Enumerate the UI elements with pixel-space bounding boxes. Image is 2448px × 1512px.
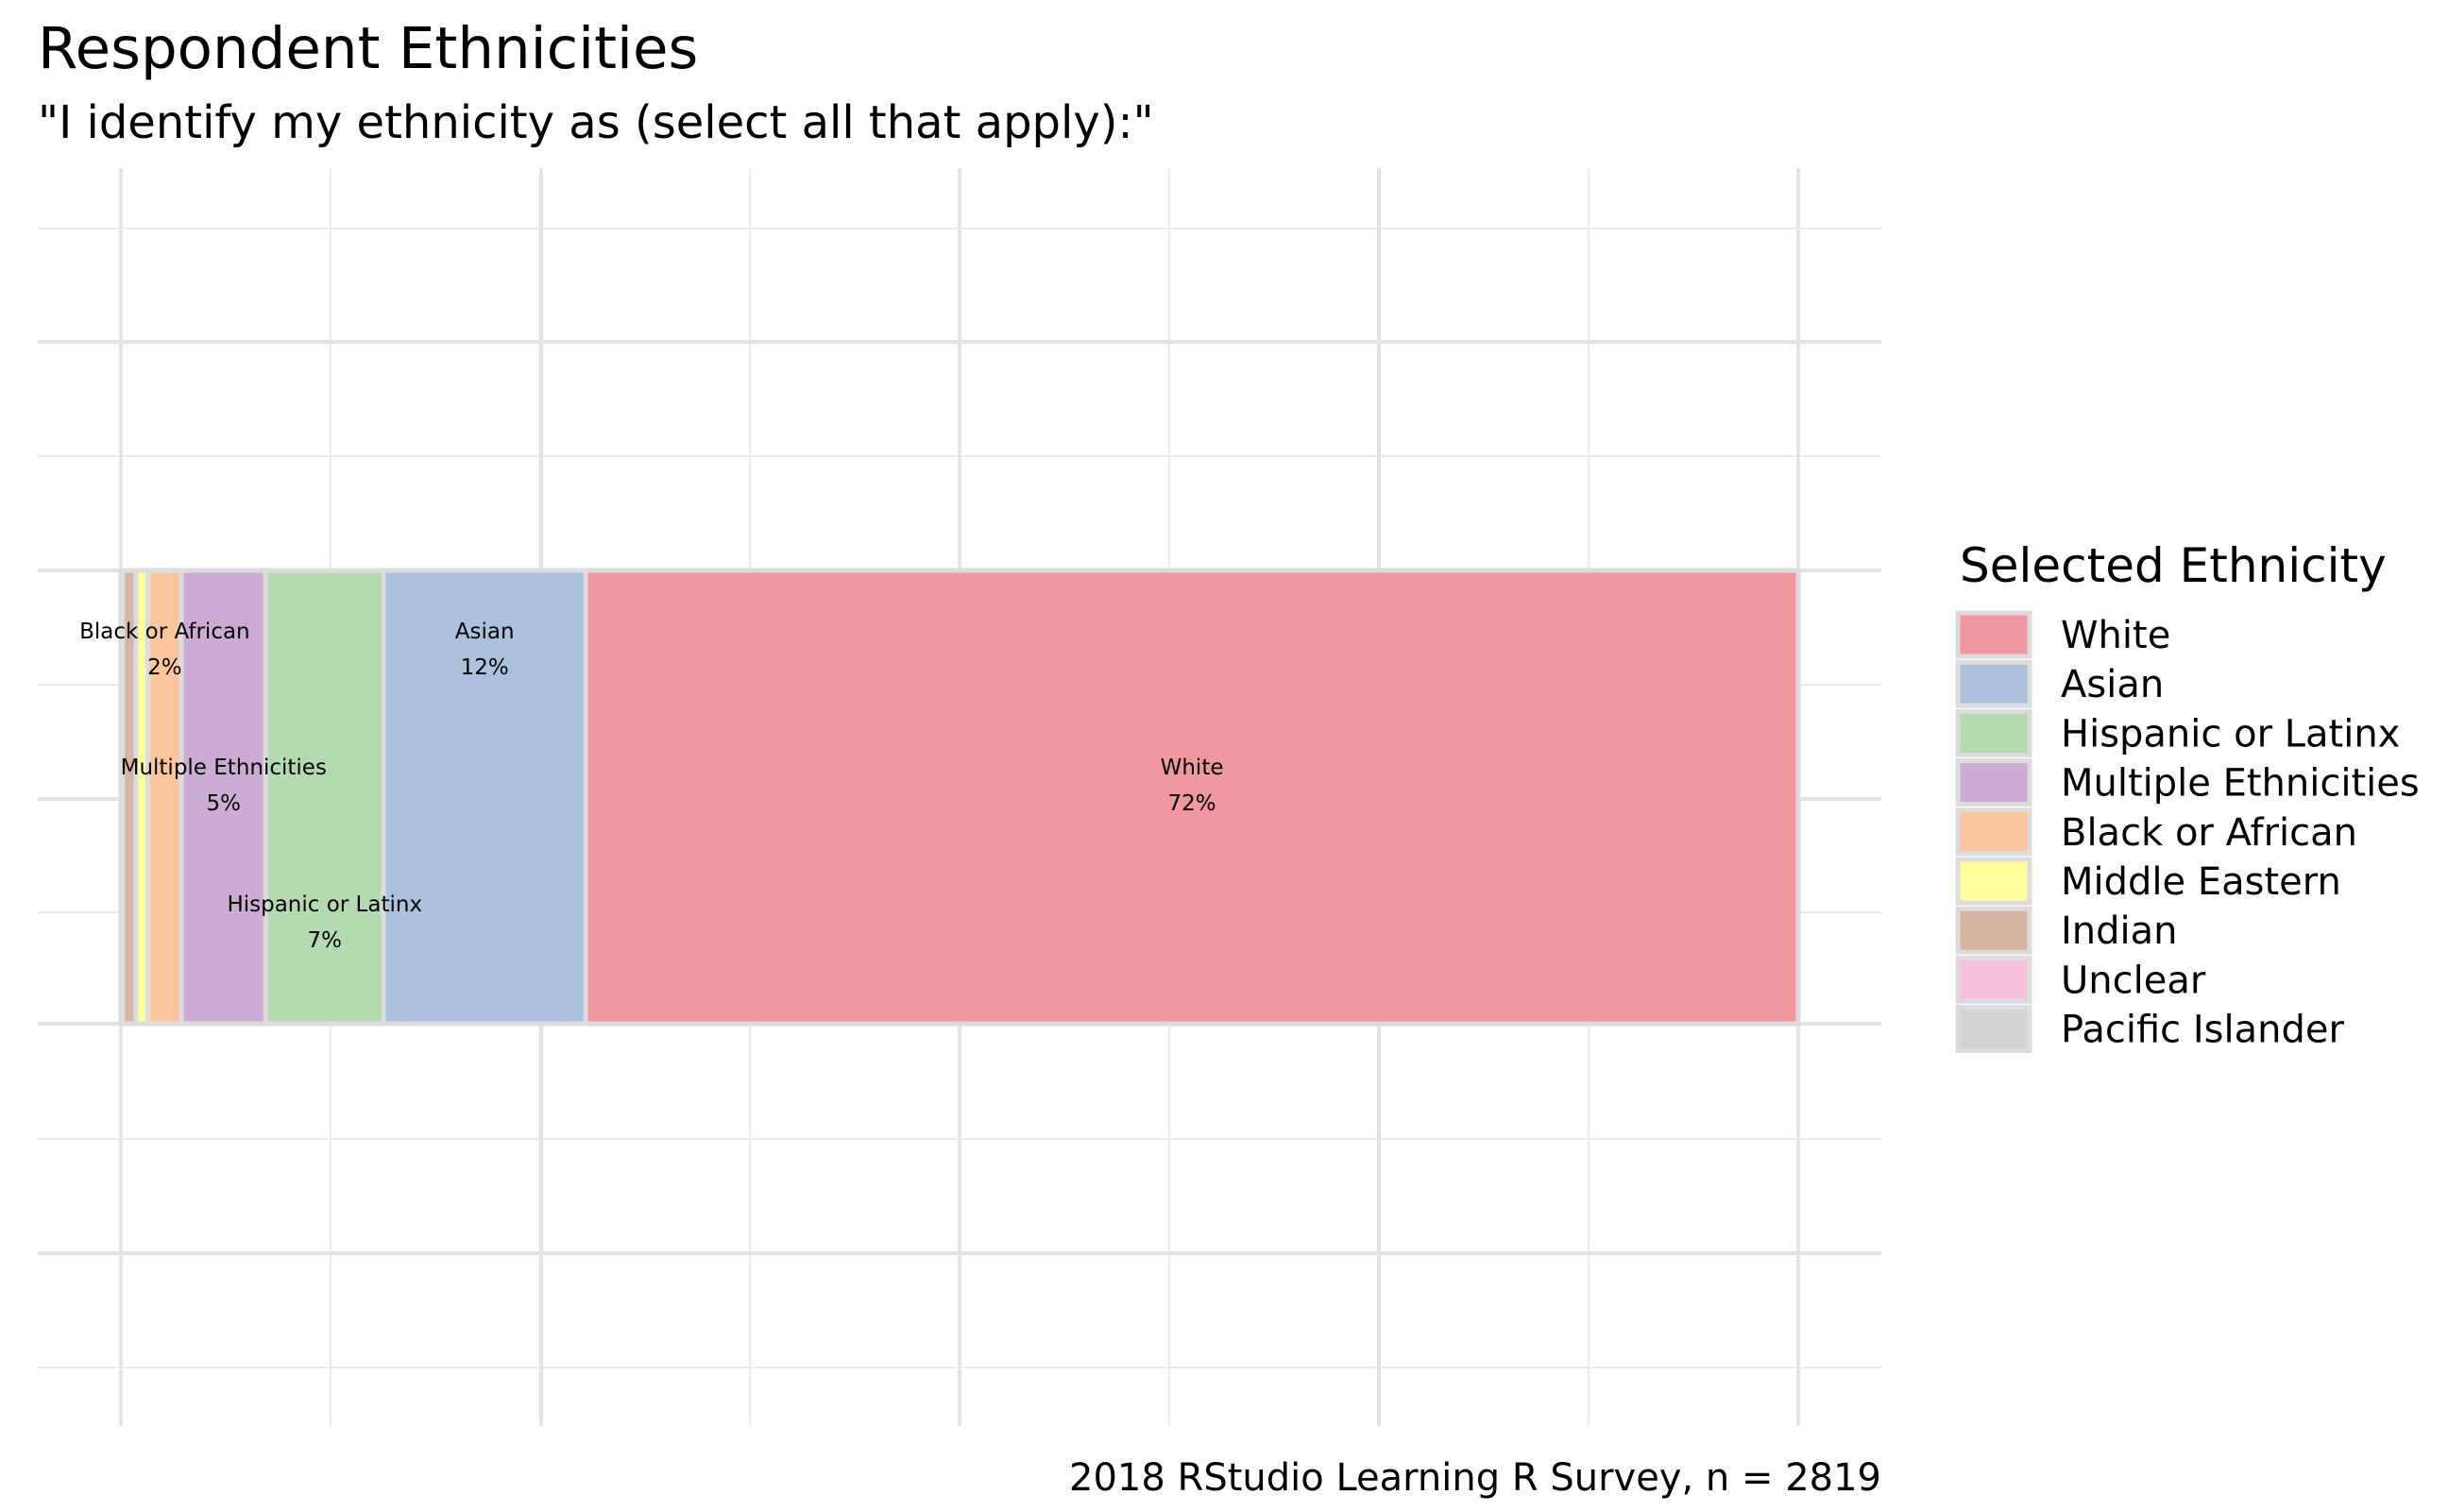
data-labels: Black or African 2% Multiple Ethnicities 5%… xyxy=(79,620,1223,953)
data-label-black-or-african: Black or African xyxy=(79,620,250,644)
legend-label-hispanic-or-latinx: Hispanic or Latinx xyxy=(2061,712,2400,756)
tile-white xyxy=(583,568,1801,1027)
legend-key-indian xyxy=(1955,906,2032,955)
legend-key-white xyxy=(1955,610,2032,659)
data-label-asian: Asian xyxy=(455,620,515,644)
tile-hispanic-or-latinx xyxy=(263,568,386,1027)
data-value-asian: 12% xyxy=(461,655,509,680)
chart-title: Respondent Ethnicities xyxy=(38,15,698,82)
chart-caption: 2018 RStudio Learning R Survey, n = 2819 xyxy=(1069,1456,1881,1500)
legend-label-unclear: Unclear xyxy=(2061,959,2206,1002)
chart-subtitle: "I identify my ethnicity as (select all … xyxy=(38,96,1154,149)
legend: Selected Ethnicity White Asian Hispanic or… xyxy=(1955,538,2420,1054)
tile-asian xyxy=(381,568,588,1027)
legend-key-asian xyxy=(1955,659,2032,708)
data-label-multiple-ethnicities: Multiple Ethnicities xyxy=(121,756,327,780)
legend-label-indian: Indian xyxy=(2061,909,2178,953)
data-value-black-or-african: 2% xyxy=(147,655,182,680)
legend-key-unclear xyxy=(1955,955,2032,1004)
legend-title: Selected Ethnicity xyxy=(1960,538,2387,593)
tile-black-or-african xyxy=(145,568,184,1027)
legend-label-white: White xyxy=(2061,614,2170,657)
legend-key-middle-eastern xyxy=(1955,857,2032,906)
legend-key-pacific-islander xyxy=(1955,1005,2032,1054)
legend-label-middle-eastern: Middle Eastern xyxy=(2061,860,2341,904)
data-label-hispanic-or-latinx: Hispanic or Latinx xyxy=(227,892,422,917)
tile-multiple-ethnicities xyxy=(178,568,268,1027)
legend-key-black-or-african xyxy=(1955,807,2032,857)
data-value-hispanic-or-latinx: 7% xyxy=(308,928,343,953)
treemap-tiles xyxy=(118,568,1801,1027)
legend-label-multiple-ethnicities: Multiple Ethnicities xyxy=(2061,762,2420,806)
legend-label-pacific-islander: Pacific Islander xyxy=(2061,1009,2344,1052)
legend-key-hispanic-or-latinx xyxy=(1955,708,2032,757)
data-label-white: White xyxy=(1161,756,1224,780)
legend-key-multiple-ethnicities xyxy=(1955,758,2032,807)
legend-label-asian: Asian xyxy=(2061,663,2164,706)
legend-label-black-or-african: Black or African xyxy=(2061,811,2357,855)
data-value-white: 72% xyxy=(1168,791,1216,816)
data-value-multiple-ethnicities: 5% xyxy=(207,791,242,816)
